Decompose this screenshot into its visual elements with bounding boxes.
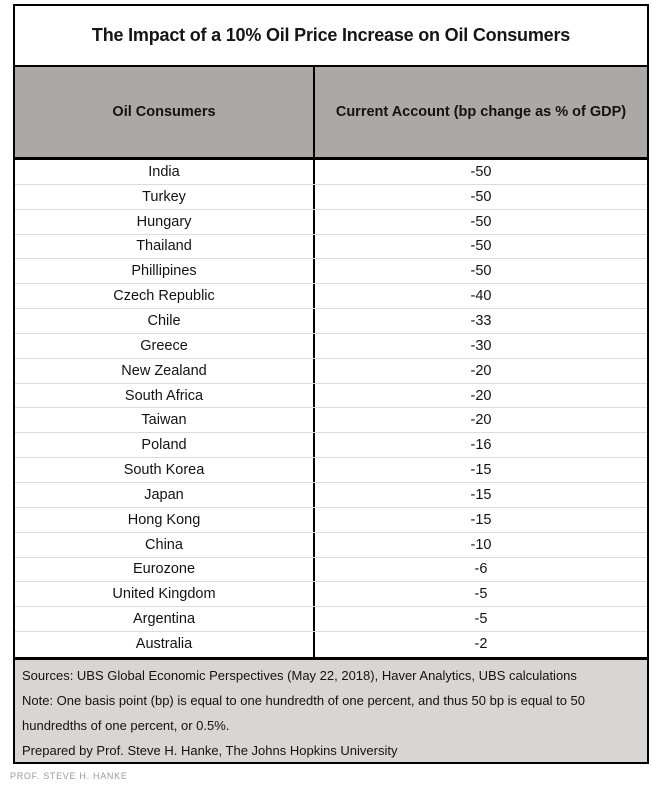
value-cell: -20 bbox=[470, 387, 492, 404]
value-cell: -10 bbox=[470, 536, 492, 553]
country-cell: Czech Republic bbox=[15, 284, 315, 309]
oil-consumers-table: The Impact of a 10% Oil Price Increase o… bbox=[13, 4, 649, 764]
footnote-line: Note: One basis point (bp) is equal to o… bbox=[22, 692, 585, 708]
value-cell: -2 bbox=[474, 636, 488, 653]
country-cell: Hungary bbox=[15, 209, 315, 234]
value-cell: -20 bbox=[470, 362, 492, 379]
table-title-box: The Impact of a 10% Oil Price Increase o… bbox=[15, 6, 647, 67]
table-row: Thailand -50 bbox=[15, 234, 647, 260]
country-cell: Taiwan bbox=[15, 408, 315, 433]
table-row: Poland -16 bbox=[15, 433, 647, 459]
value-cell: -50 bbox=[470, 163, 492, 180]
value-cell: -5 bbox=[474, 586, 488, 603]
table-row: Argentina -5 bbox=[15, 607, 647, 633]
country-cell: India bbox=[15, 160, 315, 184]
footnote-line: hundredths of one percent, or 0.5%. bbox=[22, 717, 230, 733]
value-cell: -50 bbox=[470, 238, 492, 255]
country-cell: China bbox=[15, 532, 315, 557]
value-cell: -20 bbox=[470, 412, 492, 429]
attribution-caption: PROF. STEVE H. HANKE bbox=[10, 771, 128, 781]
footnote-line: Prepared by Prof. Steve H. Hanke, The Jo… bbox=[22, 742, 398, 758]
footnote-line: Sources: UBS Global Economic Perspective… bbox=[22, 667, 577, 683]
value-cell: -5 bbox=[474, 611, 488, 628]
country-cell: South Korea bbox=[15, 458, 315, 482]
table-header-row: Oil Consumers Current Account (bp change… bbox=[15, 67, 647, 160]
value-cell: -16 bbox=[470, 437, 492, 454]
table-row: South Korea -15 bbox=[15, 458, 647, 483]
value-cell: -15 bbox=[470, 462, 492, 479]
country-cell: New Zealand bbox=[15, 358, 315, 383]
table-row: Taiwan -20 bbox=[15, 408, 647, 434]
column-header-oil-consumers: Oil Consumers bbox=[15, 67, 315, 157]
table-footnotes: Sources: UBS Global Economic Perspective… bbox=[15, 656, 647, 762]
table-row: Phillipines -50 bbox=[15, 259, 647, 285]
table-row: New Zealand -20 bbox=[15, 358, 647, 384]
country-cell: Australia bbox=[15, 632, 315, 657]
table-row: Czech Republic -40 bbox=[15, 284, 647, 310]
value-cell: -33 bbox=[470, 312, 492, 329]
country-cell: Japan bbox=[15, 482, 315, 507]
table-row: United Kingdom -5 bbox=[15, 582, 647, 608]
value-cell: -40 bbox=[470, 288, 492, 305]
table-row: Chile -33 bbox=[15, 309, 647, 334]
country-cell: Chile bbox=[15, 309, 315, 333]
value-cell: -6 bbox=[474, 561, 488, 578]
column-header-current-account: Current Account (bp change as % of GDP) bbox=[335, 104, 627, 120]
country-cell: Argentina bbox=[15, 607, 315, 632]
country-cell: Turkey bbox=[15, 184, 315, 209]
table-row: Japan -15 bbox=[15, 482, 647, 508]
table-row: Turkey -50 bbox=[15, 184, 647, 210]
value-cell: -15 bbox=[470, 511, 492, 528]
value-cell: -50 bbox=[470, 188, 492, 205]
country-cell: Phillipines bbox=[15, 259, 315, 284]
table-row: Hungary -50 bbox=[15, 209, 647, 235]
value-cell: -50 bbox=[470, 213, 492, 230]
country-cell: Greece bbox=[15, 333, 315, 358]
country-cell: Thailand bbox=[15, 234, 315, 259]
table-row: South Africa -20 bbox=[15, 383, 647, 409]
table-row: China -10 bbox=[15, 532, 647, 558]
country-cell: Hong Kong bbox=[15, 507, 315, 532]
table-row: India -50 bbox=[15, 160, 647, 185]
country-cell: South Africa bbox=[15, 383, 315, 408]
value-cell: -30 bbox=[470, 337, 492, 354]
table-row: Hong Kong -15 bbox=[15, 507, 647, 533]
page-title: The Impact of a 10% Oil Price Increase o… bbox=[91, 25, 571, 45]
country-cell: Eurozone bbox=[15, 557, 315, 582]
value-cell: -15 bbox=[470, 486, 492, 503]
country-cell: United Kingdom bbox=[15, 582, 315, 607]
country-cell: Poland bbox=[15, 433, 315, 458]
table-row: Greece -30 bbox=[15, 333, 647, 359]
table-body: India -50 Turkey -50 Hungary -50 Thailand -50 Ph… bbox=[15, 160, 647, 657]
table-row: Eurozone -6 bbox=[15, 557, 647, 583]
table-row: Australia -2 bbox=[15, 632, 647, 657]
value-cell: -50 bbox=[470, 263, 492, 280]
